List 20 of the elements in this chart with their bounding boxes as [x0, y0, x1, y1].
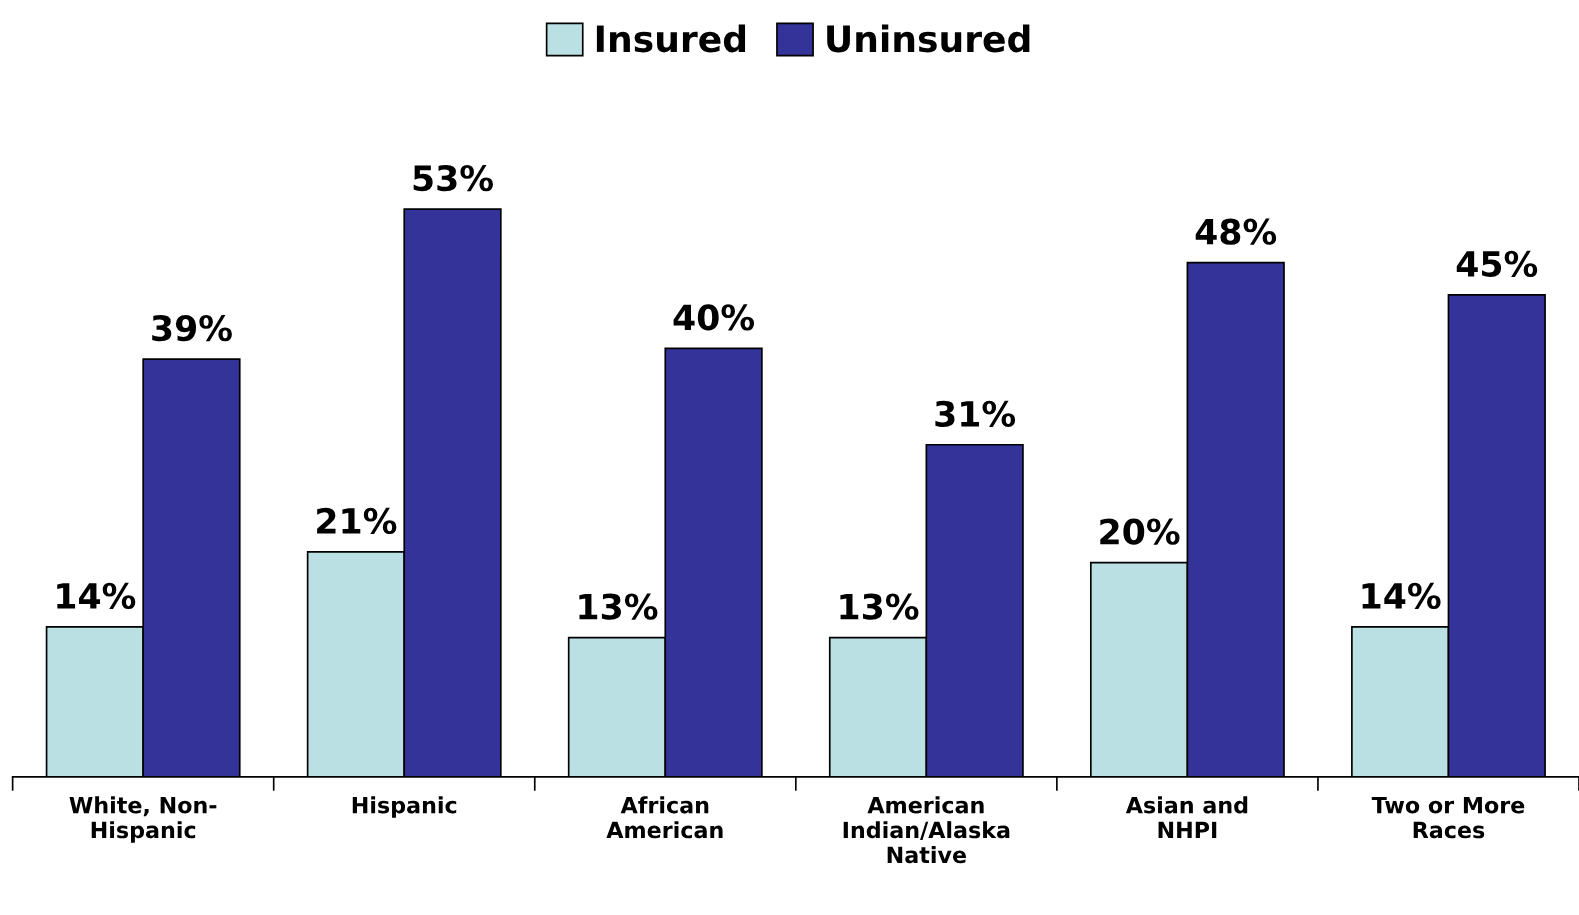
x-tick-label: Asian and NHPI [1125, 796, 1248, 839]
data-label: 21% [317, 507, 397, 535]
data-label: 48% [1195, 218, 1277, 245]
x-tick-label: African American [606, 796, 723, 839]
legend-label: Uninsured [827, 24, 1030, 53]
x-tick-label: Hispanic [352, 796, 457, 818]
x-tick-label: American Indian/Alaska Native [843, 796, 1010, 864]
data-label: 20% [1100, 518, 1180, 545]
legend-label: Insured [596, 24, 746, 53]
data-label: 14% [57, 582, 136, 610]
data-label: 13% [579, 593, 658, 620]
x-tick-label: Two or More Races [1371, 796, 1525, 839]
x-tick-label: White, Non- Hispanic [69, 796, 217, 843]
data-label: 39% [152, 314, 232, 342]
data-label: 45% [1456, 250, 1538, 277]
data-label: 40% [673, 304, 755, 331]
data-label: 13% [840, 593, 919, 620]
data-label: 53% [413, 165, 493, 192]
data-label: 31% [935, 400, 1016, 427]
data-label: 14% [1362, 582, 1441, 610]
